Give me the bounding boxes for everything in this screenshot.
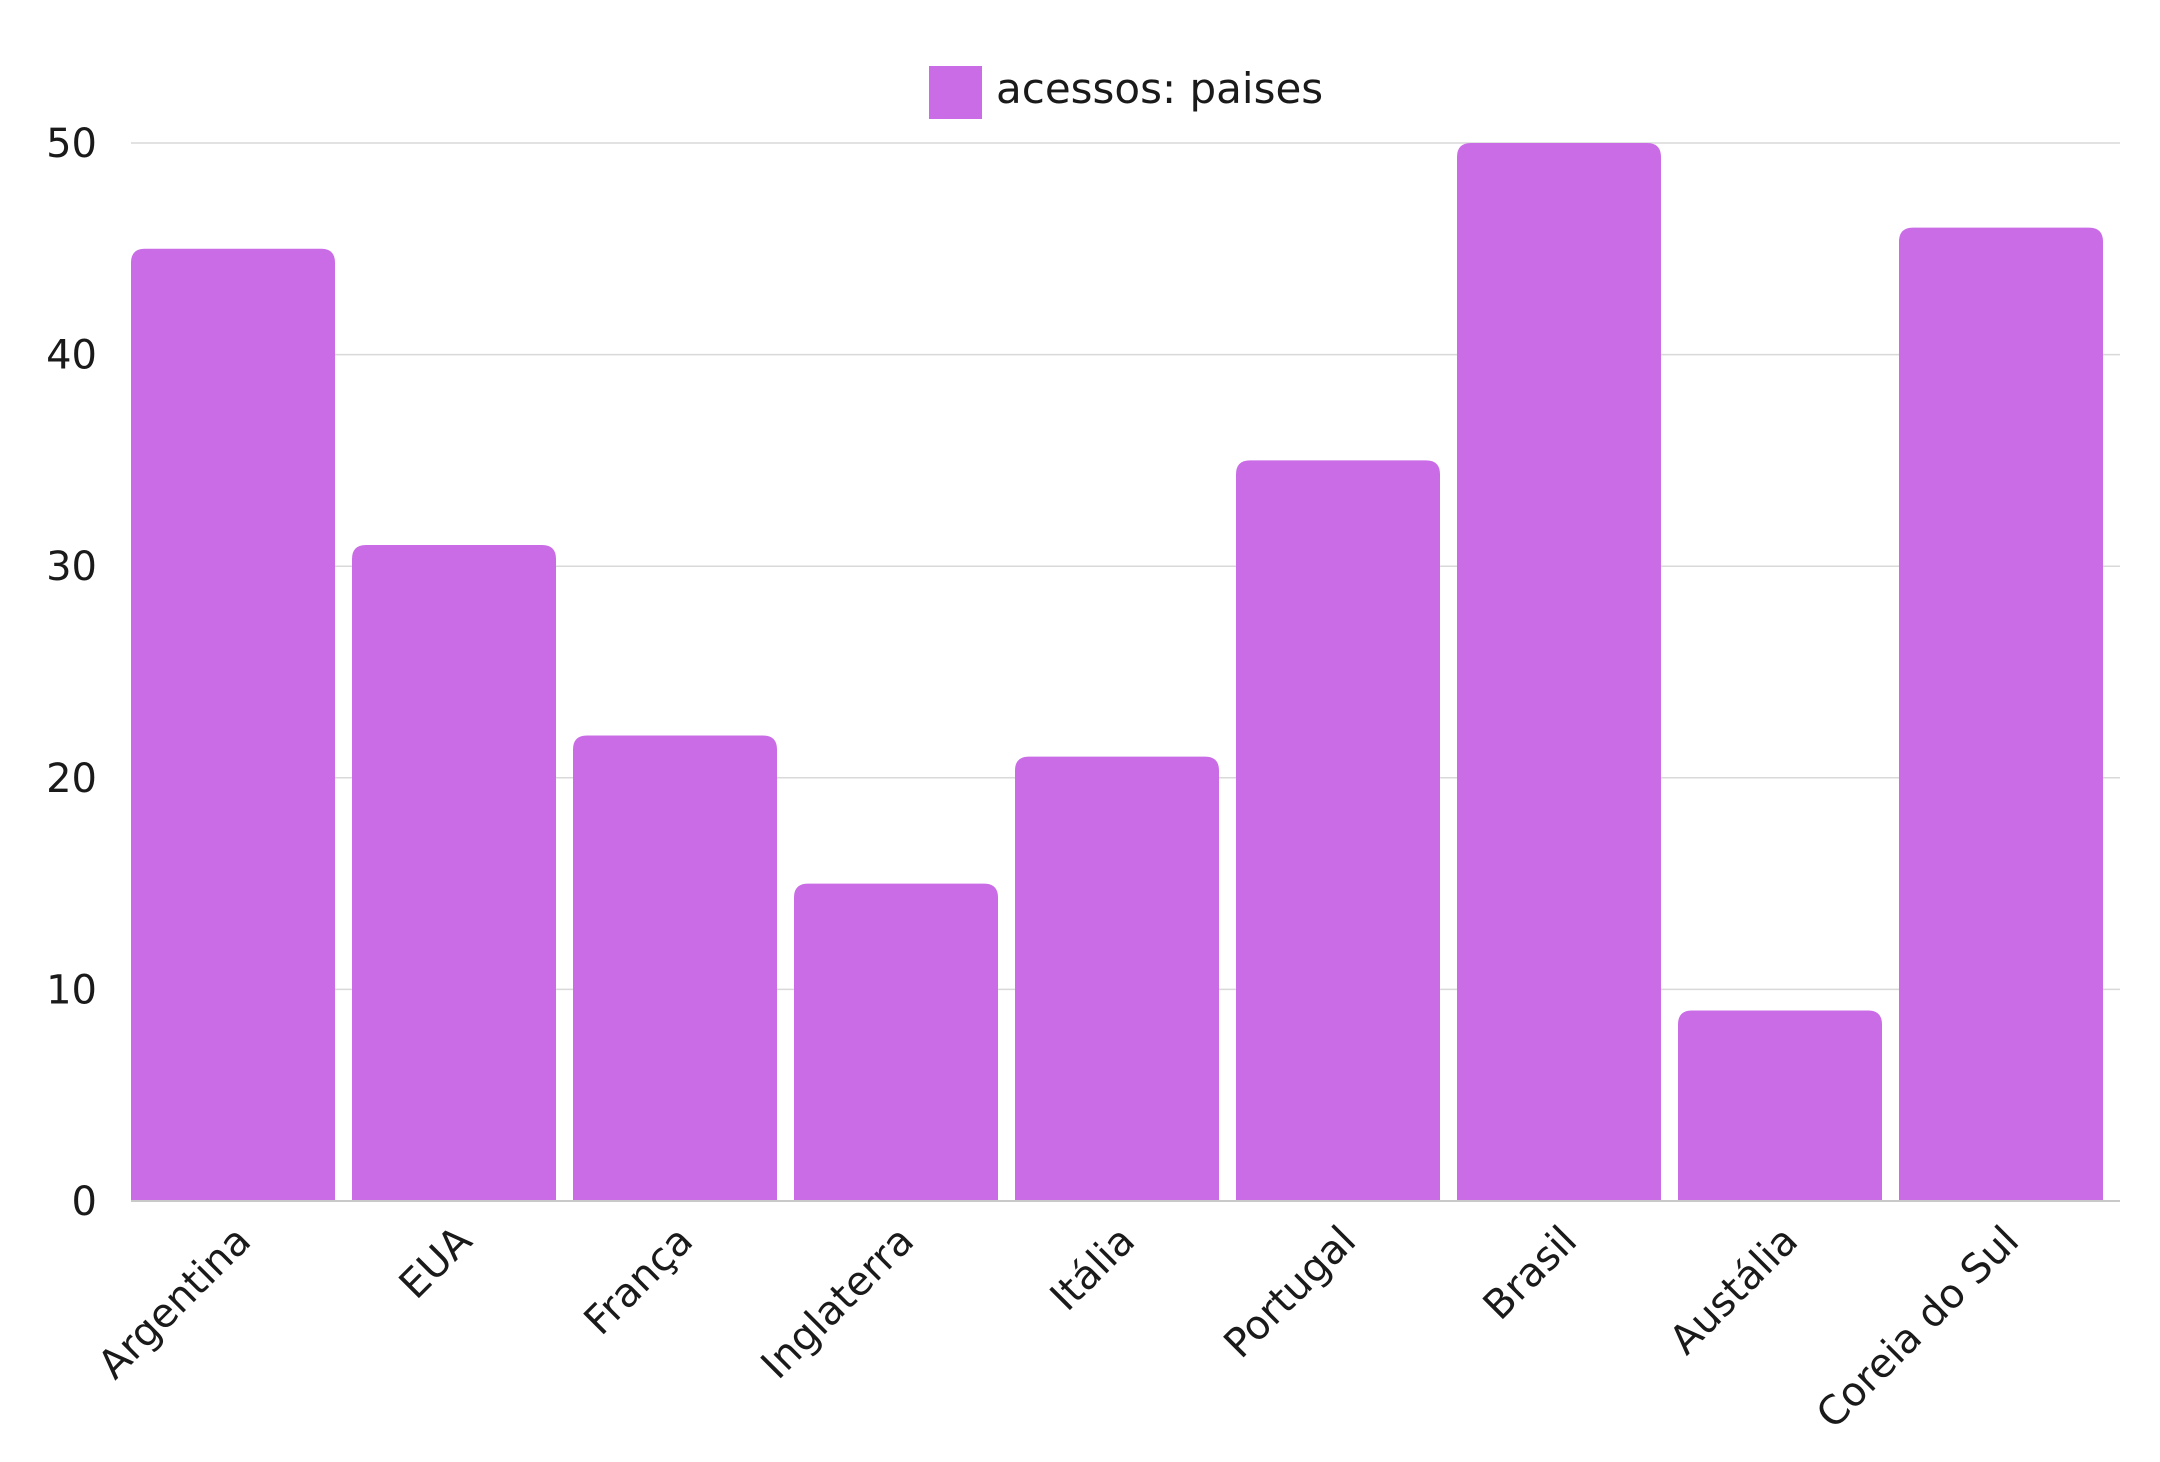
x-tick-label: Austália — [1661, 1218, 1807, 1364]
bar — [1015, 756, 1219, 1201]
x-tick-label: Portugal — [1215, 1218, 1365, 1368]
x-tick-label: França — [576, 1218, 703, 1345]
bar — [1457, 143, 1661, 1201]
bar — [1236, 460, 1440, 1201]
legend: acessos: paises — [929, 64, 1323, 119]
bar — [573, 735, 777, 1201]
x-tick-label: Itália — [1042, 1218, 1144, 1320]
bar — [1678, 1010, 1882, 1201]
bar — [352, 545, 556, 1201]
y-tick-label: 40 — [46, 333, 97, 379]
y-tick-label: 50 — [46, 121, 97, 167]
bar — [794, 883, 998, 1201]
x-tick-label: Argentina — [90, 1218, 261, 1389]
x-tick-label: Brasil — [1475, 1218, 1586, 1329]
legend-swatch — [929, 66, 982, 119]
legend-label: acessos: paises — [996, 64, 1323, 113]
y-tick-label: 10 — [46, 967, 97, 1013]
x-tick-label: EUA — [391, 1217, 482, 1308]
x-tick-label: Coreia do Sul — [1808, 1218, 2028, 1438]
y-tick-label: 30 — [46, 544, 97, 590]
y-tick-label: 20 — [46, 756, 97, 802]
bar — [131, 248, 335, 1202]
bars — [131, 143, 2103, 1202]
x-tick-label: Inglaterra — [753, 1218, 924, 1389]
y-tick-label: 0 — [72, 1179, 97, 1225]
bar — [1899, 227, 2103, 1201]
